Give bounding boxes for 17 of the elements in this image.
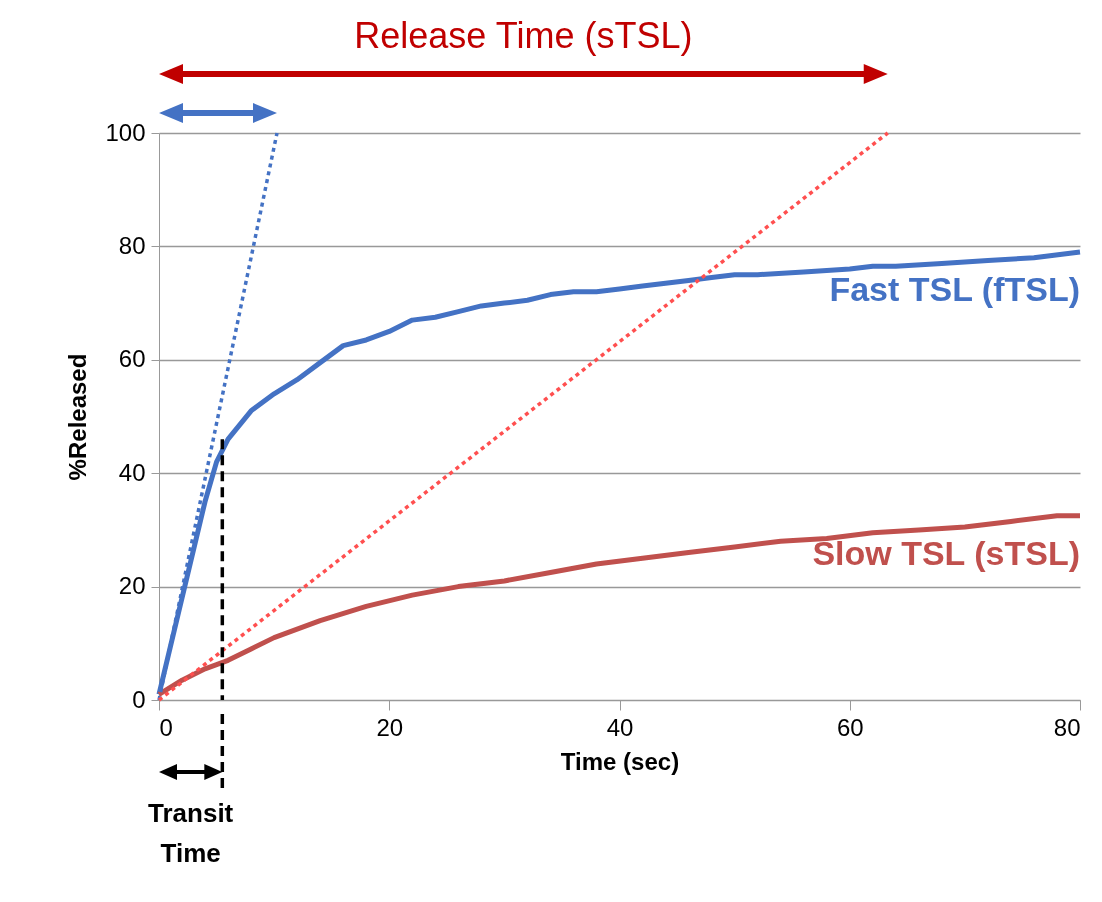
y-tick-label: 0 [132,685,146,713]
y-tick-label: 100 [105,118,146,146]
series-label: Slow TSL (sTSL) [812,533,1080,572]
y-tick-label: 40 [118,458,146,486]
y-tick-label: 20 [118,572,146,600]
series-label: Fast TSL (fTSL) [829,270,1080,309]
y-tick-label: 80 [118,231,146,259]
x-axis-title: Time (sec) [560,747,680,775]
x-tick-label: 40 [606,713,634,741]
y-axis-title: %Released [64,353,92,481]
x-tick-label: 20 [376,713,404,741]
text: Transit Time [148,798,234,868]
text: Release Time (sTSL) [354,15,693,56]
y-tick-label: 60 [118,345,146,373]
x-tick-label: 80 [1053,713,1081,741]
x-tick-label: 60 [836,713,864,741]
x-tick-label: 0 [159,713,173,741]
